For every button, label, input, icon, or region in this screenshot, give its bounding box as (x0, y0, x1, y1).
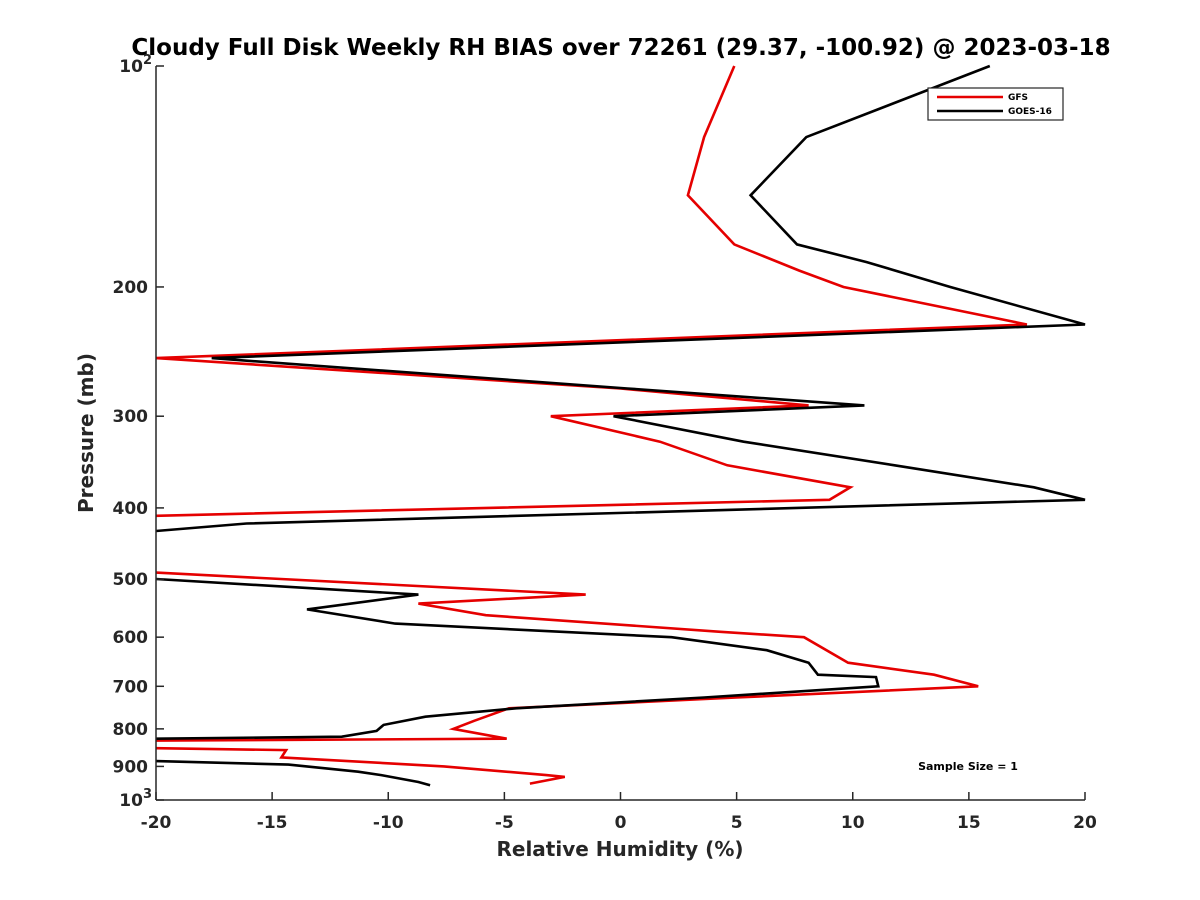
x-tick-label: 0 (615, 813, 627, 833)
y-tick-label: 800 (113, 720, 149, 740)
x-tick-label: 20 (1073, 813, 1097, 833)
x-ticks: -20 -15 -10 -5 0 5 10 15 20 (141, 792, 1097, 833)
y-tick-label: 103 (119, 787, 152, 811)
legend-label-goes-16: GOES-16 (1008, 107, 1052, 117)
y-tick-label: 102 (119, 53, 152, 77)
y-tick-label: 200 (113, 278, 149, 298)
y-tick-label: 300 (113, 407, 149, 427)
x-axis-label: Relative Humidity (%) (496, 837, 743, 861)
x-tick-label: 5 (731, 813, 743, 833)
series-line-gfs-2 (155, 571, 979, 742)
legend-label-gfs: GFS (1008, 93, 1028, 103)
series-line-goes-16-3 (155, 759, 431, 787)
legend: GFS GOES-16 (927, 87, 1064, 121)
series-line-goes-16-2 (155, 577, 880, 740)
x-tick-label: 10 (841, 813, 865, 833)
x-tick-label: -5 (495, 813, 514, 833)
x-tick-label: -15 (257, 813, 288, 833)
y-tick-label: 900 (113, 757, 149, 777)
legend-box (927, 87, 1064, 121)
chart-title: Cloudy Full Disk Weekly RH BIAS over 722… (131, 35, 1110, 61)
y-tick-label: 700 (113, 677, 149, 697)
series-line-gfs-3 (155, 746, 566, 785)
series-line-gfs-1 (155, 65, 1028, 518)
y-tick-label: 600 (113, 628, 149, 648)
y-axis-label: Pressure (mb) (74, 353, 98, 513)
series-line-goes-16-1 (155, 64, 1086, 533)
sample-size-annotation: Sample Size = 1 (918, 760, 1018, 773)
x-tick-label: -10 (373, 813, 404, 833)
y-tick-label: 500 (113, 570, 149, 590)
y-ticks: 102 200 300 400 500 600 700 800 900 103 (113, 53, 164, 811)
x-tick-label: -20 (141, 813, 172, 833)
x-tick-label: 15 (957, 813, 981, 833)
series-layer (155, 64, 1086, 787)
y-tick-label: 400 (113, 499, 149, 519)
